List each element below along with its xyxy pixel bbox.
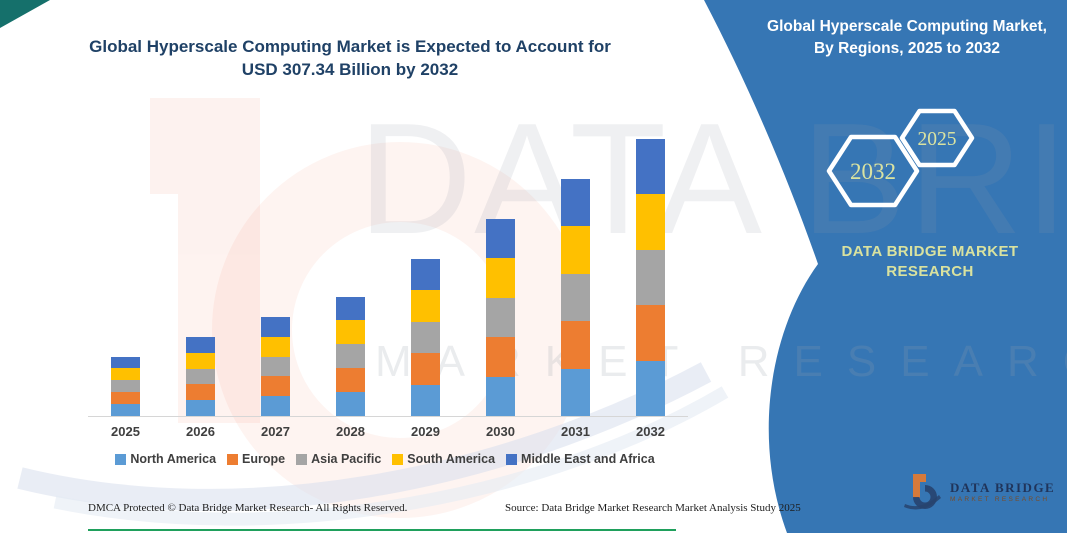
bar-stack-2032 xyxy=(636,139,665,416)
segment-north-america-2026 xyxy=(186,400,215,416)
logo-brand-name: DATA BRIDGE xyxy=(950,479,1056,495)
segment-asia-pacific-2027 xyxy=(261,356,290,377)
legend-label: Asia Pacific xyxy=(311,452,382,466)
bar-column-2029 xyxy=(388,258,463,416)
segment-north-america-2029 xyxy=(411,384,440,416)
x-label-2027: 2027 xyxy=(261,424,290,439)
bar-stack-2027 xyxy=(261,317,290,416)
segment-europe-2030 xyxy=(486,337,515,377)
segment-north-america-2028 xyxy=(336,392,365,416)
segment-south-america-2028 xyxy=(336,320,365,345)
x-axis-labels: 2025 2026 2027 2028 2029 2030 2031 2032 xyxy=(88,424,688,439)
bar-stack-2030 xyxy=(486,218,515,416)
segment-middle-east-and-africa-2031 xyxy=(561,178,590,226)
dbmr-logo-icon xyxy=(904,474,941,510)
legend-label: South America xyxy=(407,452,496,466)
segment-middle-east-and-africa-2029 xyxy=(411,258,440,290)
x-label-2025: 2025 xyxy=(111,424,140,439)
segment-north-america-2032 xyxy=(636,360,665,416)
footer-dmca-text: DMCA Protected © Data Bridge Market Rese… xyxy=(88,502,408,514)
bar-stack-2026 xyxy=(186,337,215,416)
footer-underline xyxy=(88,529,676,531)
legend-swatch xyxy=(506,453,518,465)
bar-column-2032 xyxy=(613,139,688,416)
legend-item: Europe xyxy=(227,452,285,466)
bar-column-2030 xyxy=(463,218,538,416)
segment-asia-pacific-2025 xyxy=(111,380,140,393)
legend-swatch xyxy=(296,453,308,465)
segment-middle-east-and-africa-2030 xyxy=(486,218,515,258)
segment-middle-east-and-africa-2026 xyxy=(186,337,215,353)
bar-stack-2029 xyxy=(411,258,440,416)
bar-column-2031 xyxy=(538,178,613,416)
x-label-2026: 2026 xyxy=(186,424,215,439)
segment-south-america-2031 xyxy=(561,226,590,274)
segment-asia-pacific-2029 xyxy=(411,321,440,353)
bar-column-2026 xyxy=(163,337,238,416)
page-title: Global Hyperscale Computing Market is Ex… xyxy=(89,37,611,79)
segment-asia-pacific-2032 xyxy=(636,249,665,306)
x-label-2029: 2029 xyxy=(411,424,440,439)
x-label-2031: 2031 xyxy=(561,424,590,439)
segment-europe-2027 xyxy=(261,376,290,397)
segment-north-america-2030 xyxy=(486,376,515,416)
legend-item: North America xyxy=(115,452,216,466)
x-label-2028: 2028 xyxy=(336,424,365,439)
stacked-bar-chart: 2025 2026 2027 2028 2029 2030 2031 2032 xyxy=(88,136,688,439)
segment-asia-pacific-2030 xyxy=(486,297,515,337)
x-label-2032: 2032 xyxy=(636,424,665,439)
bar-stack-2028 xyxy=(336,296,365,416)
segment-middle-east-and-africa-2028 xyxy=(336,296,365,321)
legend-label: Middle East and Africa xyxy=(521,452,655,466)
logo-brand-subtitle: MARKET RESEARCH xyxy=(950,495,1050,503)
segment-middle-east-and-africa-2032 xyxy=(636,139,665,195)
legend-item: Asia Pacific xyxy=(296,452,381,466)
bar-column-2025 xyxy=(88,356,163,416)
legend-swatch xyxy=(227,453,239,465)
hexagon-badges: 2025 2032 xyxy=(820,100,990,220)
legend-label: Europe xyxy=(242,452,286,466)
segment-north-america-2031 xyxy=(561,368,590,416)
legend-item: Middle East and Africa xyxy=(506,452,655,466)
legend: North America Europe Asia Pacific South Ame… xyxy=(80,452,690,466)
teal-corner-triangle xyxy=(0,0,50,28)
segment-south-america-2026 xyxy=(186,352,215,369)
segment-south-america-2030 xyxy=(486,258,515,298)
bar-column-2027 xyxy=(238,317,313,416)
segment-europe-2025 xyxy=(111,392,140,405)
segment-middle-east-and-africa-2027 xyxy=(261,317,290,337)
segment-north-america-2027 xyxy=(261,396,290,416)
hexagon-2032-label: 2032 xyxy=(850,159,896,184)
segment-middle-east-and-africa-2025 xyxy=(111,356,140,369)
segment-south-america-2032 xyxy=(636,194,665,250)
segment-europe-2029 xyxy=(411,353,440,385)
dbmr-logo: DATA BRIDGE MARKET RESEARCH xyxy=(903,471,1055,513)
segment-south-america-2025 xyxy=(111,368,140,381)
legend-item: South America xyxy=(392,452,495,466)
segment-south-america-2027 xyxy=(261,336,290,357)
legend-label: North America xyxy=(130,452,217,466)
segment-europe-2028 xyxy=(336,368,365,393)
legend-swatch xyxy=(392,453,404,465)
bar-column-2028 xyxy=(313,296,388,416)
hexagon-2025-label: 2025 xyxy=(918,129,957,150)
panel-brand-text: DATA BRIDGE MARKET RESEARCH xyxy=(841,243,1019,280)
plot-area xyxy=(88,136,688,417)
segment-asia-pacific-2031 xyxy=(561,273,590,321)
segment-europe-2031 xyxy=(561,321,590,369)
segment-asia-pacific-2026 xyxy=(186,368,215,385)
segment-south-america-2029 xyxy=(411,290,440,322)
segment-north-america-2025 xyxy=(111,404,140,416)
bar-stack-2031 xyxy=(561,178,590,416)
segment-asia-pacific-2028 xyxy=(336,344,365,369)
x-label-2030: 2030 xyxy=(486,424,515,439)
legend-swatch xyxy=(115,453,127,465)
footer-source-text: Source: Data Bridge Market Research Mark… xyxy=(505,502,801,514)
segment-europe-2032 xyxy=(636,305,665,361)
segment-europe-2026 xyxy=(186,384,215,401)
bar-stack-2025 xyxy=(111,356,140,416)
panel-heading: Global Hyperscale Computing Market, By R… xyxy=(767,18,1047,57)
